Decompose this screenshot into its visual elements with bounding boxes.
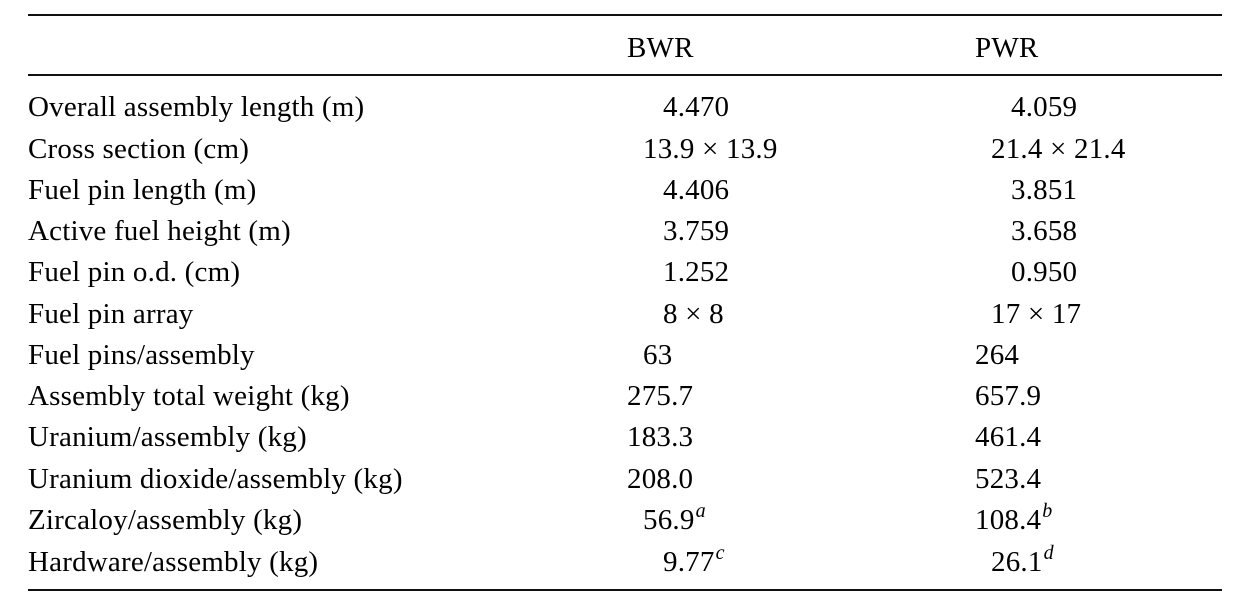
- row-label: Uranium/assembly (kg): [28, 421, 307, 453]
- pwr-value: 108.4: [975, 504, 1042, 536]
- row-label: Uranium dioxide/assembly (kg): [28, 463, 403, 495]
- row-label: Cross section (cm): [28, 133, 250, 165]
- table-top-rule: [28, 14, 1222, 16]
- bwr-value: 8 × 8: [663, 298, 724, 330]
- footnote-marker: d: [1043, 542, 1054, 564]
- bwr-value: 13.9 × 13.9: [643, 133, 778, 165]
- row-label: Active fuel height (m): [28, 215, 291, 247]
- pwr-value: 26.1: [991, 546, 1043, 578]
- pwr-value: 657.9: [975, 380, 1042, 412]
- table-bottom-rule: [28, 589, 1222, 591]
- row-label: Overall assembly length (m): [28, 91, 365, 123]
- pwr-value: 0.950: [1011, 256, 1078, 288]
- row-label: Fuel pin length (m): [28, 174, 257, 206]
- pwr-value: 523.4: [975, 463, 1042, 495]
- bwr-value: 1.252: [663, 256, 730, 288]
- pwr-value: 264: [975, 339, 1020, 371]
- bwr-value: 9.77: [663, 546, 715, 578]
- bwr-value-with-footnote: 9.77c: [627, 542, 725, 580]
- bwr-value: 275.7: [627, 380, 694, 412]
- pwr-value: 461.4: [975, 421, 1042, 453]
- bwr-value: 4.470: [663, 91, 730, 123]
- bwr-value: 3.759: [663, 215, 730, 247]
- bwr-value: 4.406: [663, 174, 730, 206]
- pwr-value: 21.4 × 21.4: [991, 133, 1126, 165]
- pwr-value: 3.658: [1011, 215, 1078, 247]
- footnote-marker: a: [695, 500, 706, 522]
- bwr-value: 63: [643, 339, 673, 371]
- footnote-marker: c: [715, 542, 725, 564]
- pwr-value: 4.059: [1011, 91, 1078, 123]
- row-label: Fuel pin o.d. (cm): [28, 256, 241, 288]
- bwr-value: 208.0: [627, 463, 694, 495]
- pwr-value-with-footnote: 26.1d: [975, 542, 1054, 580]
- pwr-value-with-footnote: 108.4b: [975, 500, 1053, 538]
- pwr-value: 3.851: [1011, 174, 1078, 206]
- bwr-value-with-footnote: 56.9a: [627, 500, 706, 538]
- row-label: Assembly total weight (kg): [28, 380, 350, 412]
- row-label: Fuel pins/assembly: [28, 339, 255, 371]
- bwr-value: 183.3: [627, 421, 694, 453]
- row-label: Hardware/assembly (kg): [28, 546, 319, 578]
- header-pwr: PWR: [975, 32, 1039, 64]
- table-header-rule: [28, 74, 1222, 76]
- header-bwr: BWR: [627, 32, 694, 64]
- pwr-value: 17 × 17: [991, 298, 1082, 330]
- row-label: Fuel pin array: [28, 298, 194, 330]
- bwr-value: 56.9: [643, 504, 695, 536]
- footnote-marker: b: [1042, 500, 1053, 522]
- row-label: Zircaloy/assembly (kg): [28, 504, 303, 536]
